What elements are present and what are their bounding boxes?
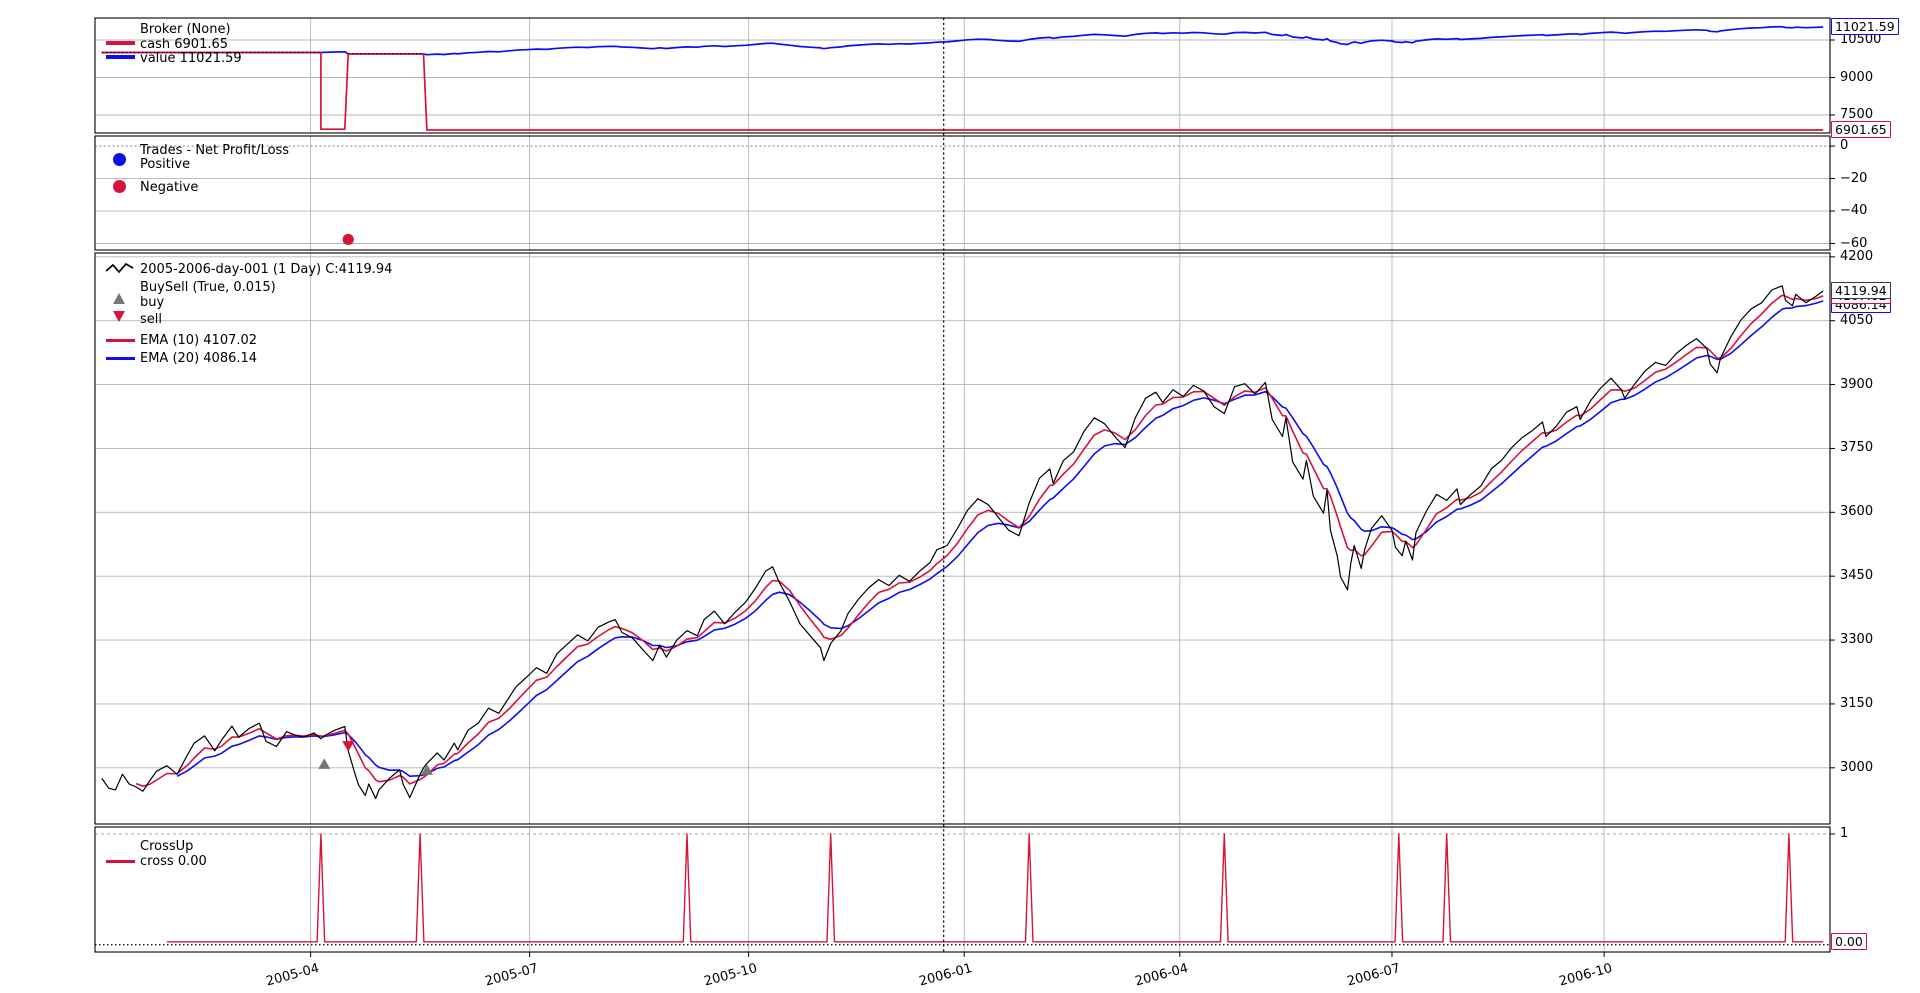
ema20-legend-label: EMA (20) 4086.14 bbox=[140, 351, 258, 366]
buysell-legend-title: BuySell (True, 0.015) bbox=[140, 280, 276, 295]
ema20-line bbox=[176, 300, 1824, 778]
y-tick-label: 3600 bbox=[1840, 504, 1874, 520]
crossup-line-swatch bbox=[106, 860, 135, 863]
y-tick-label: −20 bbox=[1840, 170, 1868, 186]
close-price-line bbox=[101, 285, 1824, 800]
y-tick-label: 3900 bbox=[1840, 376, 1874, 392]
axis-value-tag: 6901.65 bbox=[1831, 120, 1891, 138]
negative-legend-label: Negative bbox=[140, 180, 199, 195]
buy-legend-label: buy bbox=[140, 295, 165, 310]
positive-dot-icon bbox=[113, 153, 126, 166]
positive-legend-label: Positive bbox=[140, 157, 191, 172]
value-line-swatch bbox=[106, 55, 135, 59]
y-tick-label: 4050 bbox=[1840, 312, 1874, 328]
negative-trade-dot bbox=[342, 233, 354, 246]
y-tick-label: 3450 bbox=[1840, 568, 1874, 584]
ema10-line bbox=[135, 294, 1824, 787]
ema20-line-swatch bbox=[106, 357, 135, 360]
crossup-line bbox=[166, 833, 1824, 943]
y-tick-label: 3750 bbox=[1840, 440, 1874, 456]
value-legend-label: value 11021.59 bbox=[140, 51, 242, 66]
buy-triangle-icon bbox=[113, 293, 125, 304]
crossup-cross-label: cross 0.00 bbox=[140, 854, 207, 869]
main-panel-border bbox=[94, 252, 1831, 825]
cash-legend-label: cash 6901.65 bbox=[140, 37, 229, 52]
y-tick-label: 0 bbox=[1840, 138, 1849, 154]
data-series-legend-label: 2005-2006-day-001 (1 Day) C:4119.94 bbox=[140, 262, 393, 277]
ema10-legend-label: EMA (10) 4107.02 bbox=[140, 333, 258, 348]
buy-marker bbox=[318, 758, 331, 769]
trades-legend-title: Trades - Net Profit/Loss bbox=[140, 143, 290, 158]
y-tick-label: 4200 bbox=[1840, 248, 1874, 264]
axis-value-tag: 0.00 bbox=[1831, 932, 1867, 950]
cash-line-swatch bbox=[106, 41, 135, 45]
sell-legend-label: sell bbox=[140, 312, 162, 327]
y-tick-label: 1 bbox=[1840, 826, 1849, 841]
negative-dot-icon bbox=[113, 180, 126, 193]
buy-marker bbox=[420, 764, 433, 775]
y-tick-label: −60 bbox=[1840, 235, 1868, 251]
y-tick-label: 3300 bbox=[1840, 632, 1874, 648]
sell-marker bbox=[342, 741, 355, 752]
broker-panel-border bbox=[94, 17, 1831, 134]
y-tick-label: 7500 bbox=[1840, 107, 1874, 122]
axis-value-tag: 11021.59 bbox=[1831, 17, 1899, 35]
cash-line bbox=[101, 51, 1824, 131]
y-tick-label: −40 bbox=[1840, 203, 1868, 219]
y-tick-label: 3150 bbox=[1840, 695, 1874, 711]
ema10-line-swatch bbox=[106, 339, 135, 342]
crossup-panel-border bbox=[94, 826, 1831, 953]
y-tick-label: 10500 bbox=[1840, 32, 1882, 47]
y-tick-label: 9000 bbox=[1840, 69, 1874, 85]
y-tick-label: 3000 bbox=[1840, 759, 1874, 775]
sell-triangle-icon bbox=[113, 311, 125, 322]
broker-legend-title: Broker (None) bbox=[140, 22, 231, 37]
value-line bbox=[101, 25, 1824, 56]
axis-value-tag: 4119.94 bbox=[1831, 281, 1891, 299]
crossup-legend-title: CrossUp bbox=[140, 839, 194, 854]
trades-panel-border bbox=[94, 135, 1831, 251]
